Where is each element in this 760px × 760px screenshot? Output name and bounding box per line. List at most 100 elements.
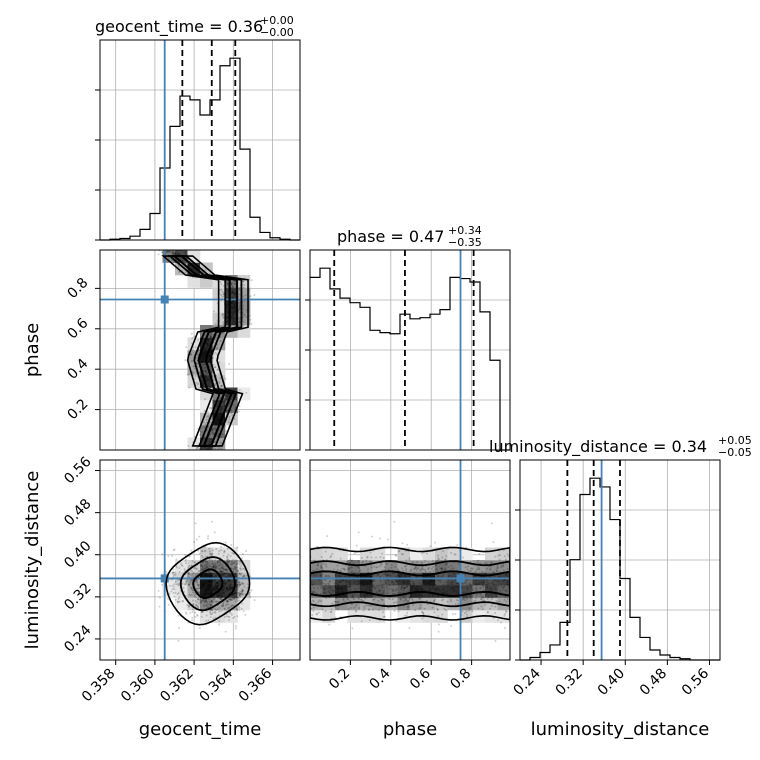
- scatter-point: [234, 309, 237, 312]
- scatter-point: [344, 579, 347, 582]
- scatter-point: [428, 581, 431, 584]
- scatter-point: [209, 441, 212, 444]
- scatter-point: [219, 563, 222, 566]
- scatter-point: [437, 608, 440, 611]
- scatter-point: [230, 291, 233, 294]
- scatter-point: [211, 591, 214, 594]
- scatter-point: [465, 579, 468, 582]
- scatter-point: [222, 579, 225, 582]
- scatter-point: [235, 591, 238, 594]
- scatter-point: [190, 549, 193, 552]
- scatter-point: [370, 535, 373, 538]
- scatter-point: [224, 575, 227, 578]
- scatter-point: [226, 300, 229, 303]
- scatter-point: [218, 361, 221, 364]
- density-cell: [187, 275, 201, 288]
- scatter-point: [234, 592, 237, 595]
- scatter-point: [317, 611, 320, 614]
- scatter-point: [178, 600, 181, 603]
- scatter-point: [178, 571, 181, 574]
- scatter-point: [213, 587, 216, 590]
- scatter-point: [237, 302, 240, 305]
- scatter-point: [199, 591, 202, 594]
- scatter-point: [215, 421, 218, 424]
- scatter-point: [202, 584, 205, 587]
- scatter-point: [193, 566, 196, 569]
- scatter-point: [222, 405, 225, 408]
- scatter-point: [486, 580, 489, 583]
- scatter-point: [366, 555, 369, 558]
- scatter-point: [207, 580, 210, 583]
- scatter-point: [238, 599, 241, 602]
- scatter-point: [210, 433, 213, 436]
- scatter-point: [194, 574, 197, 577]
- scatter-point: [217, 567, 220, 570]
- scatter-point: [226, 556, 229, 559]
- x-tick-label: 0.358: [79, 666, 119, 706]
- scatter-point: [201, 382, 204, 385]
- scatter-point: [196, 587, 199, 590]
- scatter-point: [431, 579, 434, 582]
- scatter-point: [229, 573, 232, 576]
- scatter-point: [201, 561, 204, 564]
- scatter-point: [502, 585, 505, 588]
- scatter-point: [368, 619, 371, 622]
- scatter-point: [242, 279, 245, 282]
- scatter-point: [207, 446, 210, 449]
- scatter-point: [220, 423, 223, 426]
- scatter-point: [421, 617, 424, 620]
- scatter-point: [379, 575, 382, 578]
- scatter-point: [329, 610, 332, 613]
- scatter-point: [241, 280, 244, 283]
- scatter-point: [235, 586, 238, 589]
- scatter-point: [406, 580, 409, 583]
- scatter-point: [347, 608, 350, 611]
- scatter-point: [207, 574, 210, 577]
- scatter-point: [227, 598, 230, 601]
- scatter-point: [400, 587, 403, 590]
- scatter-point: [210, 573, 213, 576]
- scatter-point: [347, 599, 350, 602]
- tick-labels: 0.358 0.360 0.362 0.364 0.366 0.2 0.4 0.6 0.8 0.2…: [61, 275, 712, 705]
- scatter-point: [203, 367, 206, 370]
- scatter-point: [197, 598, 200, 601]
- scatter-point: [353, 598, 356, 601]
- scatter-point: [416, 588, 419, 591]
- scatter-point: [379, 565, 382, 568]
- scatter-point: [500, 564, 503, 567]
- scatter-point: [216, 334, 219, 337]
- scatter-point: [210, 589, 213, 592]
- scatter-point: [231, 319, 234, 322]
- scatter-point: [495, 580, 498, 583]
- scatter-point: [407, 580, 410, 583]
- scatter-point: [365, 559, 368, 562]
- scatter-point: [450, 565, 453, 568]
- scatter-point: [202, 575, 205, 578]
- scatter-point: [442, 598, 445, 601]
- scatter-point: [165, 570, 168, 573]
- scatter-point: [215, 584, 218, 587]
- density-cell: [212, 560, 226, 573]
- density-cell: [200, 610, 213, 623]
- scatter-point: [220, 423, 223, 426]
- scatter-point: [226, 586, 229, 589]
- scatter-point: [204, 574, 207, 577]
- scatter-point: [233, 597, 236, 600]
- scatter-point: [478, 582, 481, 585]
- scatter-point: [410, 587, 413, 590]
- scatter-point: [207, 583, 210, 586]
- scatter-point: [365, 589, 368, 592]
- scatter-point: [443, 569, 446, 572]
- scatter-point: [237, 591, 240, 594]
- scatter-point: [212, 310, 215, 313]
- scatter-point: [319, 574, 322, 577]
- scatter-point: [241, 589, 244, 592]
- scatter-point: [203, 584, 206, 587]
- scatter-point: [429, 545, 432, 548]
- scatter-point: [313, 590, 316, 593]
- scatter-point: [414, 566, 417, 569]
- scatter-point: [359, 580, 362, 583]
- scatter-point: [506, 590, 509, 593]
- scatter-point: [351, 627, 354, 630]
- x-tick-label: 0.2: [326, 666, 353, 693]
